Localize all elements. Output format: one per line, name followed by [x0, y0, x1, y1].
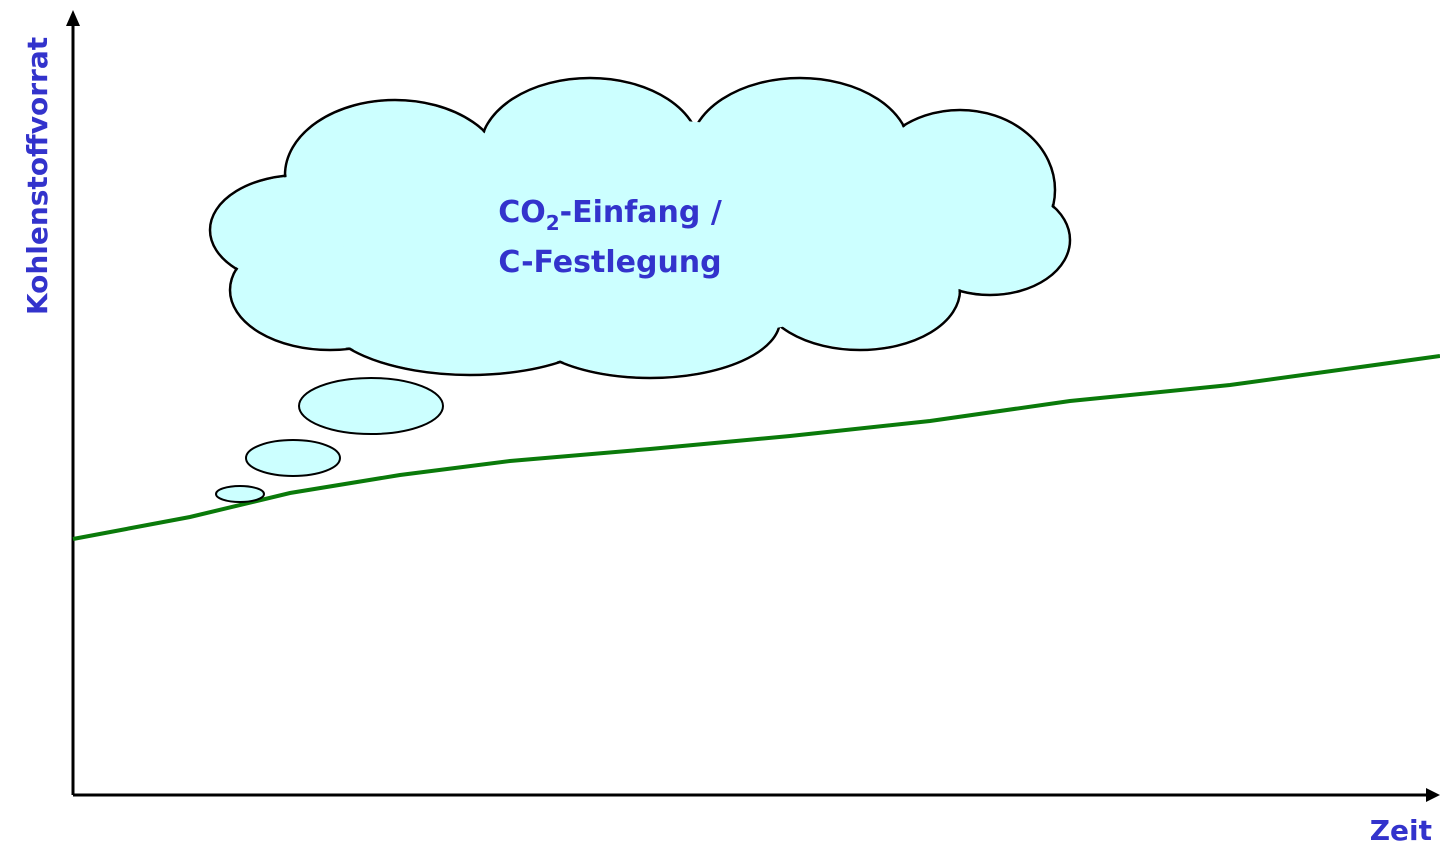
y-axis-arrow — [66, 10, 80, 26]
cloud-text-part: CO — [498, 195, 546, 230]
trend-line — [72, 354, 1440, 541]
cloud-text: C-Festlegung — [498, 245, 721, 280]
thought-bubble — [215, 485, 265, 503]
thought-bubble — [298, 377, 444, 435]
x-axis-label: Zeit — [1370, 814, 1432, 847]
y-axis-label: Kohlenstoffvorrat — [21, 37, 54, 315]
x-axis-arrow — [1426, 788, 1440, 802]
cloud-text: CO2-Einfang / — [498, 195, 722, 235]
cloud-text-part: -Einfang / — [560, 195, 722, 230]
cloud — [208, 76, 1072, 380]
cloud-subscript: 2 — [546, 211, 560, 235]
thought-bubble — [245, 439, 341, 477]
